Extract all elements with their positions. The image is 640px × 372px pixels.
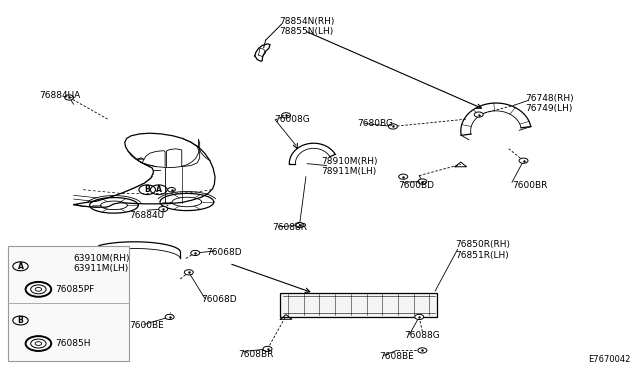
Text: 7680BG: 7680BG <box>357 119 393 128</box>
Text: 76088G: 76088G <box>404 331 440 340</box>
Circle shape <box>282 113 291 118</box>
Text: 7600BE: 7600BE <box>129 321 164 330</box>
Text: 76068D: 76068D <box>202 295 237 304</box>
Text: B: B <box>18 316 23 325</box>
Text: 78910M(RH)
78911M(LH): 78910M(RH) 78911M(LH) <box>321 157 378 176</box>
Text: 76748(RH)
76749(LH): 76748(RH) 76749(LH) <box>525 94 573 113</box>
Circle shape <box>35 341 42 345</box>
Text: 78854N(RH)
78855N(LH): 78854N(RH) 78855N(LH) <box>280 17 335 36</box>
Text: 7608BR: 7608BR <box>238 350 273 359</box>
Text: A: A <box>156 185 162 194</box>
Text: 76008G: 76008G <box>274 115 310 124</box>
Text: B: B <box>145 185 150 194</box>
Bar <box>8 246 129 361</box>
Circle shape <box>388 124 397 129</box>
Text: 76085PF: 76085PF <box>56 285 95 294</box>
Text: 76884UA: 76884UA <box>40 92 81 100</box>
Circle shape <box>263 346 272 352</box>
Text: 76884U: 76884U <box>129 211 164 219</box>
Circle shape <box>399 174 408 179</box>
Circle shape <box>168 187 175 192</box>
Circle shape <box>184 270 193 275</box>
Circle shape <box>474 112 483 117</box>
Circle shape <box>165 314 174 320</box>
Text: 76085H: 76085H <box>56 339 91 348</box>
Circle shape <box>418 348 427 353</box>
Circle shape <box>295 222 304 228</box>
Circle shape <box>519 158 528 163</box>
Circle shape <box>191 250 200 256</box>
Text: A: A <box>17 262 24 271</box>
Text: E7670042: E7670042 <box>588 355 630 364</box>
Text: 76088R: 76088R <box>273 223 308 232</box>
Circle shape <box>415 314 424 320</box>
Text: 63910M(RH)
63911M(LH): 63910M(RH) 63911M(LH) <box>74 254 130 273</box>
Text: 76850R(RH)
76851R(LH): 76850R(RH) 76851R(LH) <box>456 240 511 260</box>
Circle shape <box>35 288 42 291</box>
Text: 7600BR: 7600BR <box>512 181 547 190</box>
Text: 7608BE: 7608BE <box>379 352 413 361</box>
Bar <box>280 293 437 317</box>
Text: 76068D: 76068D <box>206 248 242 257</box>
Circle shape <box>65 95 74 100</box>
Circle shape <box>418 179 427 184</box>
Circle shape <box>159 206 168 212</box>
Text: 7600BD: 7600BD <box>398 181 434 190</box>
